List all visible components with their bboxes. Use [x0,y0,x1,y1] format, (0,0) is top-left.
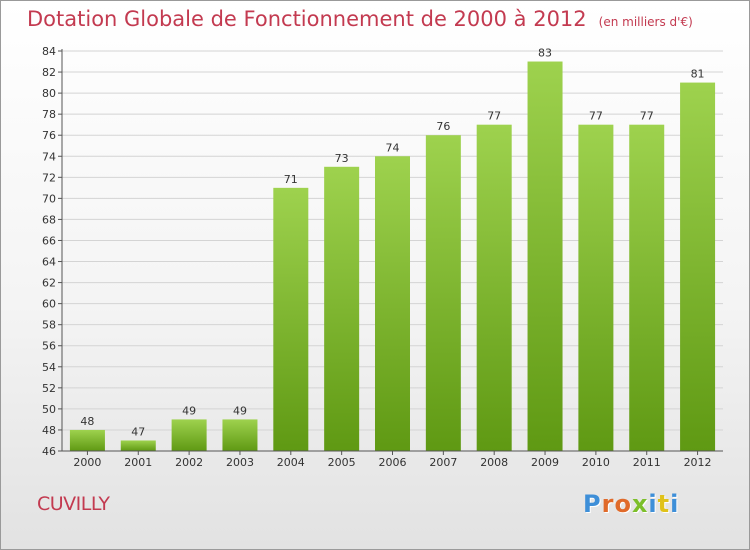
value-label: 73 [335,152,349,165]
y-tick-label: 74 [42,150,56,163]
x-tick-label: 2009 [531,456,559,469]
proxiti-logo: Proxiti [583,490,679,518]
value-label: 77 [589,110,603,123]
value-label: 49 [182,404,196,417]
y-tick-label: 62 [42,277,56,290]
y-tick-label: 48 [42,424,56,437]
logo-letter: P [583,490,602,518]
chart-title-text: Dotation Globale de Fonctionnement de 20… [27,7,587,31]
y-tick-label: 46 [42,445,56,458]
bar [375,156,410,451]
value-label: 74 [386,141,400,154]
x-tick-label: 2008 [480,456,508,469]
bar [425,135,461,452]
bar [527,61,563,452]
value-label: 49 [233,404,247,417]
bar [69,429,105,451]
value-label: 83 [538,47,552,60]
bar [680,82,716,451]
bar [222,419,258,451]
logo-letter: x [631,490,649,518]
x-axis-labels: 2000 2001 2002 2003 2004 2005 2006 2007 2008 2009… [73,451,712,469]
value-label: 77 [640,110,654,123]
y-tick-label: 72 [42,171,56,184]
value-label: 81 [691,68,705,81]
y-tick-label: 76 [42,129,56,142]
logo-letter: i [648,490,658,518]
y-tick-label: 60 [42,298,56,311]
x-tick-label: 2002 [175,456,203,469]
logo-letter: i [670,490,680,518]
value-label: 47 [131,425,145,438]
logo-letter: t [657,490,671,518]
logo-letter: r [601,490,615,518]
x-tick-label: 2011 [633,456,661,469]
y-tick-label: 68 [42,213,56,226]
value-label: 48 [80,415,94,428]
x-tick-label: 2010 [582,456,610,469]
value-label: 77 [487,110,501,123]
x-tick-label: 2006 [379,456,407,469]
value-label: 76 [436,120,450,133]
y-tick-label: 52 [42,382,56,395]
y-axis-labels: 46 48 50 52 54 56 58 60 62 64 66 68 70 72 74 76 78 80 82 84 [42,45,62,458]
bar [120,440,156,451]
x-tick-label: 2003 [226,456,254,469]
bar [273,187,309,451]
commune-name: CUVILLY [37,493,110,515]
bar [324,166,360,451]
y-tick-label: 78 [42,108,56,121]
x-tick-label: 2001 [124,456,152,469]
bar [578,124,614,452]
y-tick-label: 58 [42,319,56,332]
y-tick-label: 56 [42,340,56,353]
bar-series [69,61,716,452]
y-tick-label: 64 [42,256,56,269]
y-tick-label: 50 [42,403,56,416]
y-tick-label: 70 [42,192,56,205]
chart-subtitle: (en milliers d'€) [598,15,693,29]
x-tick-label: 2000 [73,456,101,469]
x-tick-label: 2012 [684,456,712,469]
y-tick-label: 54 [42,361,56,374]
chart-title: Dotation Globale de Fonctionnement de 20… [27,7,693,31]
y-tick-label: 80 [42,87,56,100]
value-labels: 48 47 49 49 71 73 74 76 77 83 77 77 81 [80,47,704,439]
bar [171,419,207,451]
bar [629,124,665,452]
y-tick-label: 84 [42,45,56,58]
x-tick-label: 2005 [328,456,356,469]
bar [476,124,512,452]
logo-letter: o [614,490,632,518]
x-tick-label: 2007 [429,456,457,469]
y-tick-label: 66 [42,234,56,247]
y-tick-label: 82 [42,66,56,79]
value-label: 71 [284,173,298,186]
x-tick-label: 2004 [277,456,305,469]
